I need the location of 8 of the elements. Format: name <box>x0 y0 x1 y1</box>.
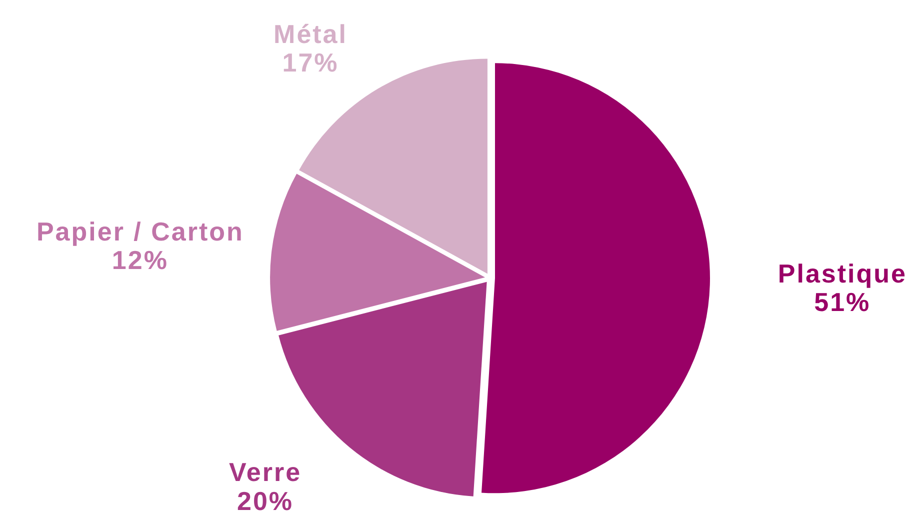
slice-label: Plastique <box>778 258 907 289</box>
slice-label: Métal <box>274 18 348 49</box>
slice-label: Verre <box>228 457 302 488</box>
data-label: 20% <box>236 486 294 516</box>
data-label: 12% <box>112 245 168 276</box>
slice-label: Papier / Carton <box>36 216 244 246</box>
data-label: 51% <box>814 287 871 318</box>
data-label: 17% <box>282 47 339 78</box>
